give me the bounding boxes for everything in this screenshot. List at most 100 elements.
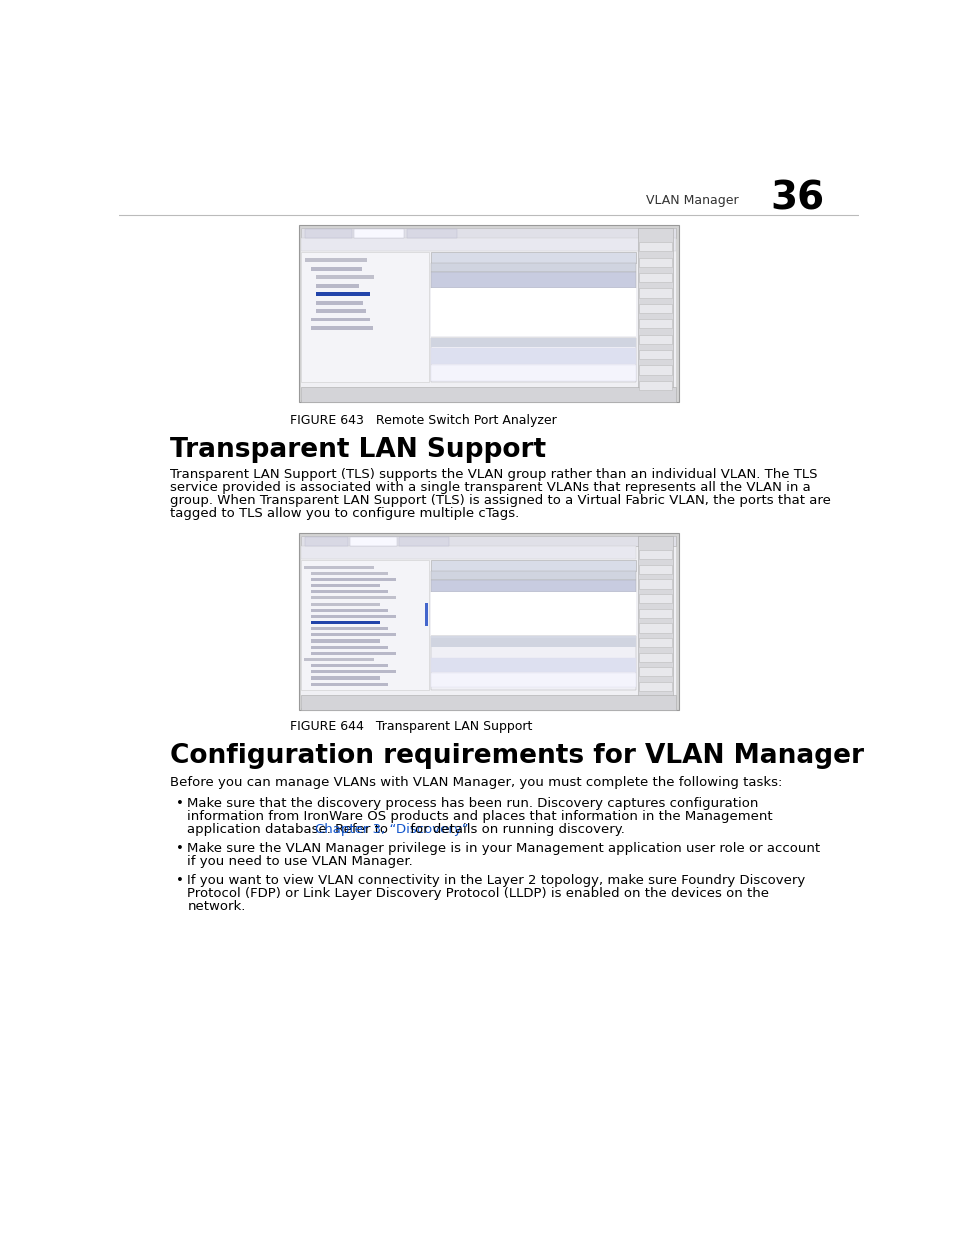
Bar [311,664,388,667]
Bar [431,252,636,263]
Bar [639,579,671,589]
Bar [311,317,369,321]
Bar [639,242,671,252]
Text: Transparent LAN Support (TLS) supports the VLAN group rather than an individual : Transparent LAN Support (TLS) supports t… [170,468,817,480]
Bar [639,667,671,677]
Text: If you want to view VLAN connectivity in the Layer 2 topology, make sure Foundry: If you want to view VLAN connectivity in… [187,874,805,887]
Bar [431,263,636,272]
Text: application database. Refer to: application database. Refer to [187,823,393,836]
Bar [639,550,671,559]
Bar [311,677,380,679]
Bar [431,337,636,347]
Bar [311,615,395,618]
Text: Transparent LAN Support: Transparent LAN Support [170,437,545,463]
Text: Protocol (FDP) or Link Layer Discovery Protocol (LLDP) is enabled on the devices: Protocol (FDP) or Link Layer Discovery P… [187,888,769,900]
Bar [639,682,671,692]
Text: 36: 36 [769,179,823,217]
Bar [431,593,636,635]
Bar [301,536,676,546]
Bar [301,561,429,690]
Bar [305,537,348,546]
Text: tagged to TLS allow you to configure multiple cTags.: tagged to TLS allow you to configure mul… [170,508,518,520]
Bar [639,380,671,390]
Bar [431,337,636,383]
Bar [311,640,380,642]
Bar [311,572,388,574]
Bar [305,258,367,262]
Bar [639,335,671,343]
Bar [431,636,636,690]
Bar [311,603,380,605]
Text: Before you can manage VLANs with VLAN Manager, you must complete the following t: Before you can manage VLANs with VLAN Ma… [170,776,781,789]
Bar [424,603,428,626]
Bar [301,546,636,558]
Bar [311,584,380,587]
Bar [639,288,671,298]
Bar [315,300,362,305]
Bar [639,564,671,574]
Bar [301,536,676,708]
Bar [311,646,388,648]
Bar [298,534,679,710]
Bar [315,275,374,279]
Text: network.: network. [187,900,246,914]
Bar [298,225,679,403]
Bar [304,566,374,568]
Text: •: • [175,797,184,809]
Bar [301,227,676,400]
Bar [406,228,456,238]
Bar [301,387,676,403]
Bar [315,309,366,312]
Bar [639,366,671,374]
Bar [431,673,636,687]
Bar [639,304,671,312]
Bar [639,624,671,632]
Bar [301,227,676,238]
Text: for details on running discovery.: for details on running discovery. [406,823,624,836]
Text: group. When Transparent LAN Support (TLS) is assigned to a Virtual Fabric VLAN, : group. When Transparent LAN Support (TLS… [170,494,830,506]
Bar [301,238,676,251]
Bar [431,272,636,288]
Bar [354,228,404,238]
Bar [311,627,388,630]
Bar [311,590,388,593]
Text: FIGURE 643   Remote Switch Port Analyzer: FIGURE 643 Remote Switch Port Analyzer [290,414,556,427]
Bar [431,636,636,646]
Text: service provided is associated with a single transparent VLANs that represents a: service provided is associated with a si… [170,480,809,494]
Text: Make sure that the discovery process has been run. Discovery captures configurat: Make sure that the discovery process has… [187,797,758,809]
Bar [311,621,380,624]
Bar [305,228,352,238]
Text: Configuration requirements for VLAN Manager: Configuration requirements for VLAN Mana… [170,743,862,769]
Text: •: • [175,842,184,855]
Bar [350,537,396,546]
Bar [431,638,636,647]
Text: VLAN Manager: VLAN Manager [645,194,739,207]
Bar [311,609,388,611]
Text: Make sure the VLAN Manager privilege is in your Management application user role: Make sure the VLAN Manager privilege is … [187,842,820,855]
Bar [431,580,636,593]
Bar [315,284,358,288]
Bar [311,683,388,685]
Bar [639,350,671,359]
Text: FIGURE 644   Transparent LAN Support: FIGURE 644 Transparent LAN Support [290,720,532,734]
Bar [431,348,636,364]
Bar [311,634,395,636]
Bar [639,652,671,662]
Bar [431,561,636,571]
Bar [637,536,673,698]
Bar [311,267,361,270]
Bar [431,571,636,580]
Bar [311,671,395,673]
Bar [639,594,671,603]
Bar [311,578,395,580]
Bar [301,695,676,710]
Bar [431,366,636,380]
Bar [431,658,636,672]
Bar [431,288,636,336]
Bar [639,258,671,267]
Bar [301,252,429,383]
Bar [311,652,395,655]
Bar [639,319,671,329]
Text: •: • [175,874,184,887]
Text: Chapter 3, “Discovery”: Chapter 3, “Discovery” [314,823,468,836]
